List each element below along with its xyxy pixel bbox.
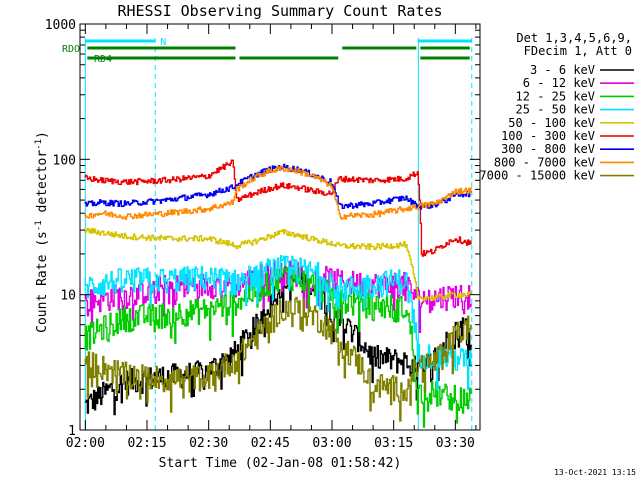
series-line: [84, 165, 472, 220]
plot-frame: [79, 23, 481, 431]
x-tick-label: 03:30: [436, 436, 475, 451]
x-tick-label: 02:45: [251, 436, 290, 451]
legend: Det 1,3,4,5,6,9, FDecim 1, Att 0 3 - 6 k…: [479, 31, 634, 183]
y-tick-label: 1000: [45, 18, 76, 33]
rd4-label: RD4: [94, 54, 112, 65]
x-tick-label: 03:00: [312, 436, 351, 451]
legend-entry-label: 300 - 800 keV: [501, 142, 595, 156]
rdo-label: RDO: [62, 44, 80, 55]
legend-entry-label: 3 - 6 keV: [530, 63, 595, 77]
x-axis-label: Start Time (02-Jan-08 01:58:42): [159, 456, 402, 471]
series-line: [84, 227, 472, 302]
x-tick-label: 02:15: [127, 436, 166, 451]
legend-entry-label: 12 - 25 keV: [516, 89, 595, 103]
series-line: [84, 255, 472, 391]
series-line: [84, 159, 472, 257]
chart-title: RHESSI Observing Summary Count Rates: [117, 2, 442, 20]
plot-area: [84, 38, 473, 430]
legend-entry-label: 50 - 100 keV: [508, 116, 595, 130]
x-tick-label: 02:00: [66, 436, 105, 451]
axes: 1 10 100 1000 02:00 02:15 02:30 02:45 03:00 03:15…: [45, 18, 481, 451]
series-line: [84, 296, 472, 422]
legend-entry-label: 800 - 7000 keV: [494, 155, 595, 169]
legend-entry-label: 100 - 300 keV: [501, 129, 595, 143]
y-tick-label: 100: [53, 153, 76, 168]
y-tick-label: 10: [60, 289, 76, 304]
y-axis-label: Count Rate (s-1 detector-1): [34, 131, 50, 333]
legend-header-line-1: Det 1,3,4,5,6,9,: [516, 31, 632, 45]
flag-bars: N RDO RD4: [62, 37, 472, 65]
legend-entry-label: 25 - 50 keV: [516, 103, 595, 117]
x-tick-label: 03:15: [374, 436, 413, 451]
y-tick-label: 1: [68, 424, 76, 439]
timestamp: 13-Oct-2021 13:15: [554, 468, 636, 477]
legend-header-line-2: FDecim 1, Att 0: [524, 44, 632, 58]
x-tick-label: 02:30: [189, 436, 228, 451]
legend-entry-label: 6 - 12 keV: [523, 76, 595, 90]
legend-entry-label: 7000 - 15000 keV: [479, 169, 595, 183]
night-label: N: [160, 37, 166, 48]
